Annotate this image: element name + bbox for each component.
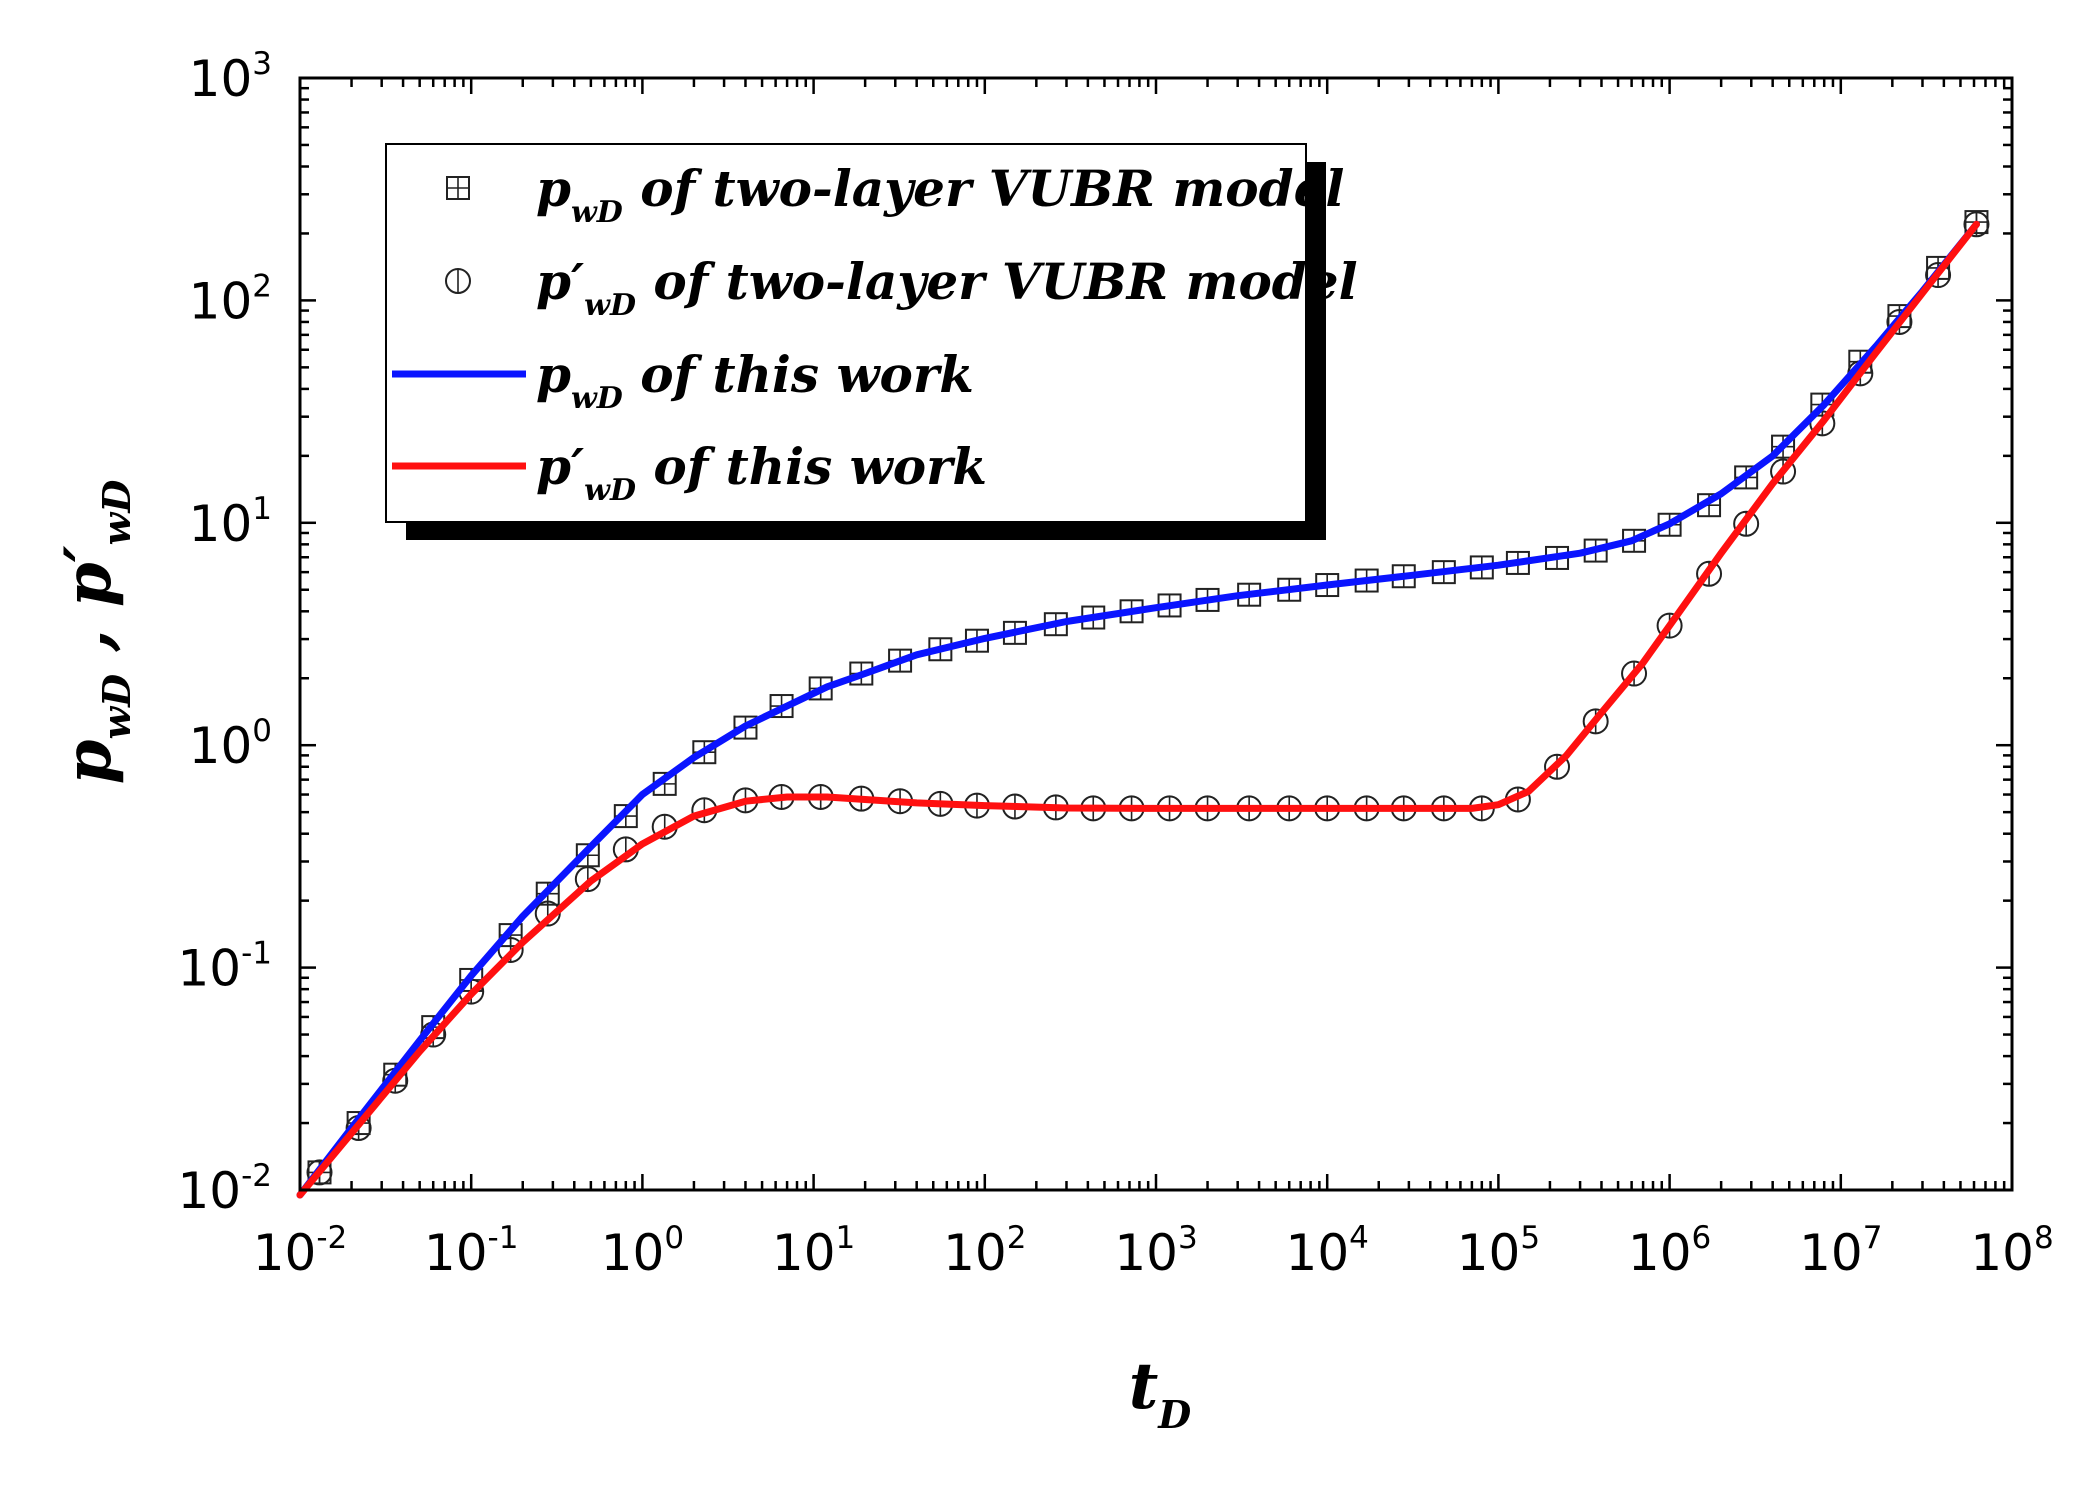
x-tick-label-exp: 7 (1863, 1220, 1883, 1256)
legend-label-main: p′ (536, 252, 584, 311)
x-tick-label: 104 (1286, 1220, 1369, 1282)
x-tick-label: 107 (1799, 1220, 1882, 1282)
y-tick-label: 103 (189, 46, 272, 108)
x-tick-label: 102 (943, 1220, 1026, 1282)
legend-label-rest: of this work (636, 437, 987, 496)
legend-label-rest: of two-layer VUBR model (623, 159, 1345, 218)
x-tick-label-base: 10 (1970, 1224, 2034, 1282)
legend-label-main: p (536, 159, 571, 218)
x-tick-label: 10-1 (424, 1220, 519, 1282)
y-tick-label-exp: 3 (252, 46, 272, 82)
x-tick-label-exp: 8 (2034, 1220, 2054, 1256)
x-tick-label: 103 (1114, 1220, 1197, 1282)
x-axis-title-sub: D (1157, 1392, 1191, 1437)
series-line-3 (296, 220, 1980, 1199)
legend-box (385, 143, 1307, 523)
x-tick-label-base: 10 (1114, 1224, 1178, 1282)
legend-entry: p′wD of two-layer VUBR model (445, 252, 1358, 323)
x-tick-label-base: 10 (1628, 1224, 1692, 1282)
y-tick-label-exp: 2 (252, 268, 272, 304)
x-axis-title: tD (1129, 1349, 1192, 1437)
y-axis-title: pwD , p′wD (51, 480, 139, 785)
y-axis-title-sub-2: wD (94, 480, 139, 546)
x-tick-label-exp: 5 (1520, 1220, 1540, 1256)
x-tick-label-exp: 6 (1692, 1220, 1712, 1256)
y-tick-label: 101 (189, 491, 272, 553)
y-axis-title-main-1: p (51, 740, 126, 785)
y-axis-title-main-2: p′ (51, 545, 126, 607)
legend-entry: pwD of two-layer VUBR model (446, 159, 1344, 230)
legend-label-main: p (536, 345, 571, 404)
x-tick-label-exp: 0 (664, 1220, 684, 1256)
x-tick-label-exp: 3 (1178, 1220, 1198, 1256)
y-tick-label-exp: -2 (241, 1158, 272, 1194)
x-tick-label: 106 (1628, 1220, 1711, 1282)
x-tick-label: 105 (1457, 1220, 1540, 1282)
plot-series (296, 210, 1990, 1199)
plot-frame (298, 76, 2014, 1192)
legend-label-sub: wD (571, 195, 623, 230)
y-axis-title-sub-1: wD (94, 674, 139, 740)
y-tick-label-base: 10 (177, 1162, 241, 1220)
y-tick-label: 102 (189, 268, 272, 330)
legend-label-sub: wD (571, 381, 623, 416)
y-tick-label: 10-1 (177, 936, 272, 998)
legend-entry: p′wD of this work (392, 437, 987, 508)
legend-marker-circle (445, 268, 471, 294)
legend-label: p′wD of two-layer VUBR model (536, 252, 1358, 323)
legend-label: p′wD of this work (536, 437, 987, 508)
x-tick-label-base: 10 (943, 1224, 1007, 1282)
x-tick-label: 10-2 (253, 1220, 348, 1282)
x-tick-label-exp: 2 (1007, 1220, 1027, 1256)
y-tick-label-base: 10 (189, 495, 253, 553)
x-tick-label: 101 (772, 1220, 855, 1282)
legend-label: pwD of two-layer VUBR model (536, 159, 1344, 230)
y-tick-label-base: 10 (189, 272, 253, 330)
legend-label-main: p′ (536, 437, 584, 496)
y-tick-label-exp: 1 (252, 491, 272, 527)
x-tick-label-base: 10 (1457, 1224, 1521, 1282)
x-tick-label-exp: 4 (1349, 1220, 1369, 1256)
x-tick-label-base: 10 (253, 1224, 317, 1282)
x-tick-label: 100 (601, 1220, 684, 1282)
x-tick-label-exp: -1 (488, 1220, 519, 1256)
y-tick-label: 100 (189, 713, 272, 775)
x-tick-label-base: 10 (424, 1224, 488, 1282)
x-tick-label-base: 10 (1799, 1224, 1863, 1282)
y-tick-label-exp: -1 (241, 936, 272, 972)
y-tick-label-base: 10 (177, 940, 241, 998)
x-tick-label-base: 10 (1286, 1224, 1350, 1282)
legend-entry: pwD of this work (392, 345, 974, 416)
x-tick-label-base: 10 (601, 1224, 665, 1282)
series-line-2 (296, 220, 1980, 1199)
legend-label-rest: of this work (623, 345, 974, 404)
x-tick-labels: 10-2 10-1 100 101 102 103 104 105 106 107 108 (253, 1220, 2054, 1282)
y-tick-label: 10-2 (177, 1158, 272, 1220)
y-tick-label-base: 10 (189, 50, 253, 108)
x-tick-label-exp: 1 (836, 1220, 856, 1256)
x-tick-label: 108 (1970, 1220, 2053, 1282)
y-axis-title-sep: , (51, 607, 126, 674)
y-tick-label-base: 10 (189, 717, 253, 775)
y-tick-label-exp: 0 (252, 713, 272, 749)
legend-label-rest: of two-layer VUBR model (636, 252, 1358, 311)
x-tick-label-exp: -2 (316, 1220, 347, 1256)
x-axis-title-main: t (1129, 1349, 1159, 1424)
legend-marker-square (446, 176, 470, 200)
x-tick-label-base: 10 (772, 1224, 836, 1282)
legend-label-sub: wD (584, 288, 636, 323)
legend-label: pwD of this work (536, 345, 974, 416)
legend-label-sub: wD (584, 473, 636, 508)
